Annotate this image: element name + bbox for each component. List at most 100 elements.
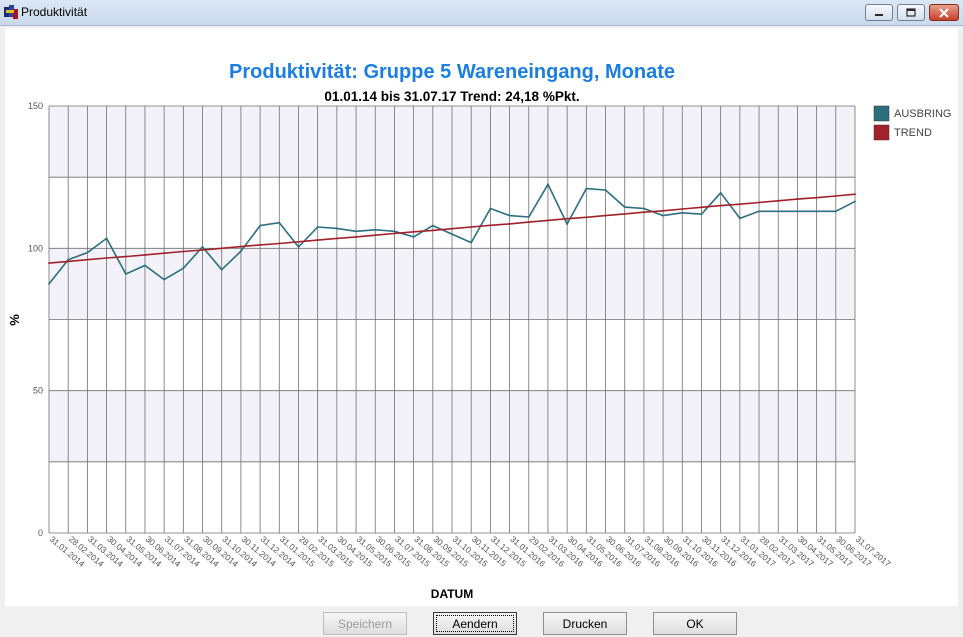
- data-point-trend: [335, 237, 338, 240]
- data-point-trend: [854, 193, 856, 196]
- data-point-ausbring: [393, 230, 396, 233]
- data-point-ausbring: [240, 250, 242, 253]
- data-point-ausbring: [489, 207, 492, 210]
- data-point-trend: [623, 212, 626, 215]
- data-point-ausbring: [719, 191, 722, 194]
- data-point-ausbring: [355, 230, 357, 233]
- data-point-trend: [297, 240, 300, 243]
- data-point-ausbring: [758, 210, 760, 213]
- data-point-trend: [834, 195, 837, 197]
- data-point-ausbring: [220, 268, 223, 271]
- close-button[interactable]: [929, 4, 959, 21]
- y-tick-label: 50: [33, 386, 43, 396]
- x-axis-label: DATUM: [431, 587, 473, 601]
- data-point-trend: [604, 214, 607, 217]
- data-point-ausbring: [278, 221, 281, 224]
- maximize-button[interactable]: [897, 4, 925, 21]
- data-point-ausbring: [201, 246, 204, 248]
- data-point-trend: [738, 203, 741, 206]
- data-point-ausbring: [374, 228, 377, 231]
- y-axis-label: %: [7, 314, 22, 326]
- minimize-button[interactable]: [865, 4, 893, 21]
- data-point-trend: [815, 196, 818, 199]
- minimize-icon: [875, 13, 883, 16]
- data-point-trend: [566, 217, 569, 220]
- data-point-trend: [412, 230, 415, 233]
- data-point-trend: [259, 244, 261, 246]
- data-point-trend: [451, 227, 453, 230]
- data-point-ausbring: [182, 267, 185, 270]
- maximize-icon: [906, 7, 916, 17]
- data-point-ausbring: [124, 273, 127, 275]
- data-point-ausbring: [86, 251, 89, 254]
- data-point-trend: [719, 204, 722, 207]
- line-chart: 05010015031.01.201428.02.201431.03.20143…: [7, 61, 951, 601]
- change-button[interactable]: Aendern: [433, 612, 517, 635]
- data-point-ausbring: [508, 214, 511, 217]
- app-icon: [4, 5, 18, 19]
- data-point-trend: [105, 257, 108, 259]
- y-tick-label: 100: [28, 243, 43, 253]
- data-point-trend: [508, 222, 511, 225]
- data-point-ausbring: [738, 217, 741, 220]
- data-point-ausbring: [643, 207, 645, 210]
- data-point-trend: [144, 253, 146, 256]
- data-point-trend: [431, 229, 434, 232]
- legend-label: AUSBRING: [894, 108, 951, 120]
- data-point-trend: [489, 224, 492, 227]
- y-tick-label: 150: [28, 101, 43, 111]
- data-point-ausbring: [566, 223, 569, 226]
- data-point-ausbring: [451, 233, 453, 236]
- window-title: Produktivität: [21, 5, 88, 19]
- data-point-trend: [470, 226, 473, 228]
- print-button[interactable]: Drucken: [543, 612, 627, 635]
- data-point-ausbring: [623, 206, 626, 208]
- data-point-ausbring: [700, 213, 703, 216]
- data-point-ausbring: [297, 246, 300, 248]
- data-point-ausbring: [834, 210, 837, 213]
- data-point-ausbring: [144, 264, 146, 267]
- data-point-trend: [67, 260, 70, 263]
- data-point-trend: [201, 249, 204, 251]
- data-point-ausbring: [316, 226, 319, 228]
- data-point-ausbring: [48, 283, 50, 285]
- data-point-trend: [796, 198, 799, 200]
- data-point-trend: [240, 245, 242, 248]
- legend-swatch: [873, 105, 890, 122]
- data-point-trend: [700, 206, 703, 209]
- title-bar: Produktivität: [0, 0, 963, 26]
- chart-title: Produktivität: Gruppe 5 Wareneingang, Mo…: [229, 61, 675, 83]
- data-point-ausbring: [470, 241, 473, 244]
- data-point-trend: [374, 234, 377, 237]
- data-point-trend: [758, 201, 760, 204]
- save-button[interactable]: Speichern: [323, 612, 407, 635]
- data-point-ausbring: [527, 216, 530, 218]
- data-point-trend: [278, 242, 281, 245]
- data-point-trend: [777, 199, 780, 202]
- data-point-trend: [48, 262, 50, 265]
- chart-panel: 0 50 100 150 31.01.2014 28.02.2014 31.03.2014 3…: [5, 28, 958, 606]
- data-point-ausbring: [105, 237, 108, 240]
- data-point-ausbring: [662, 214, 664, 217]
- legend-swatch: [873, 124, 890, 141]
- ok-button[interactable]: OK: [653, 612, 737, 635]
- data-point-ausbring: [163, 278, 166, 281]
- data-point-ausbring: [777, 210, 780, 213]
- data-point-ausbring: [547, 183, 549, 186]
- data-point-ausbring: [815, 210, 818, 213]
- data-point-trend: [163, 252, 166, 255]
- data-point-trend: [86, 258, 89, 261]
- data-point-trend: [681, 208, 684, 210]
- data-point-ausbring: [67, 258, 70, 261]
- data-point-trend: [393, 232, 396, 235]
- data-point-trend: [585, 216, 588, 219]
- data-point-trend: [316, 239, 319, 241]
- data-point-trend: [220, 247, 223, 250]
- legend-label: TREND: [894, 127, 932, 139]
- data-point-ausbring: [335, 227, 338, 230]
- data-point-ausbring: [412, 236, 415, 238]
- data-point-ausbring: [681, 211, 684, 214]
- chart-subtitle: 01.01.14 bis 31.07.17 Trend: 24,18 %Pkt.: [324, 89, 579, 104]
- data-point-trend: [355, 236, 357, 238]
